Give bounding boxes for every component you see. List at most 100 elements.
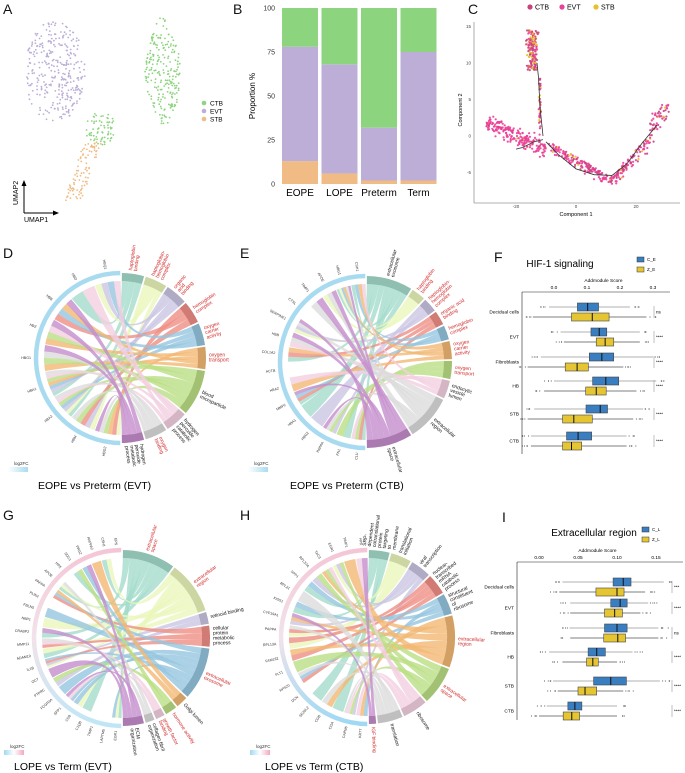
term-label-line: of: [451, 601, 458, 608]
umap-point: [154, 43, 157, 46]
umap-point: [148, 93, 151, 96]
gene-label: TIMP1: [87, 725, 94, 736]
significance-label: ns: [656, 310, 662, 315]
cell-point-ctb: [666, 107, 669, 110]
term-band: [419, 299, 435, 316]
cell-point-evt: [494, 135, 497, 138]
term-label: endocyticvesiclelumen: [448, 383, 474, 405]
umap-point: [65, 82, 68, 85]
umap-point: [34, 42, 37, 45]
umap-point: [78, 193, 80, 196]
umap-point: [83, 75, 86, 77]
cell-point-evt: [539, 116, 542, 119]
box-outlier: [521, 418, 523, 420]
box-outlier: [664, 680, 666, 682]
chord-ribbon: [362, 286, 391, 440]
cell-point-evt: [550, 149, 553, 152]
umap-point: [167, 87, 170, 89]
umap-point: [53, 33, 56, 36]
significance-label: ****: [656, 335, 663, 340]
cell-point-evt: [615, 182, 618, 185]
umap-point: [97, 142, 99, 145]
gene-label: MMP2: [276, 403, 287, 411]
bar-eope-stb: [282, 161, 318, 184]
box-outlier: [527, 435, 529, 437]
cell-point-evt: [525, 145, 529, 148]
box-xtick: 0.1: [584, 285, 591, 291]
umap-point: [89, 132, 91, 135]
gene-label: APOE: [43, 569, 54, 579]
box-outlier: [526, 408, 528, 410]
chord-ribbon: [48, 660, 128, 718]
gene-label: RPL13A: [263, 642, 277, 647]
box-z_l: [604, 608, 623, 618]
gene-label: HBA2: [269, 386, 279, 393]
chord-ribbon: [363, 602, 441, 716]
umap-point: [144, 70, 147, 73]
umap-point: [150, 37, 153, 39]
umap-point: [171, 78, 174, 81]
panel-b: B 0 25 50 75 100 EOPE LOPE Preterm Term Proporti…: [233, 1, 437, 199]
umap-point: [100, 138, 103, 141]
cell-point-ctb: [619, 178, 622, 181]
term-label: IGF binding: [369, 727, 376, 753]
umap-point: [65, 61, 68, 64]
box-title: HIF-1 signaling: [526, 259, 593, 270]
umap-point: [93, 142, 96, 145]
umap-point: [45, 55, 48, 58]
box-outlier: [565, 602, 567, 604]
box-outlier: [524, 366, 526, 368]
umap-point: [162, 93, 165, 96]
chord-ribbon: [351, 375, 443, 440]
legend-label-c_e: C_E: [647, 257, 656, 262]
gene-label: CLU: [354, 452, 359, 460]
chord-ribbon: [48, 356, 199, 387]
box-outlier: [645, 331, 647, 333]
umap-point: [68, 184, 71, 187]
cell-point-stb: [574, 155, 577, 158]
term-band: [162, 701, 177, 715]
umap-point: [172, 75, 174, 78]
cell-point-evt: [645, 142, 648, 145]
term-label-line: acid: [177, 283, 188, 294]
box-outlier: [629, 366, 631, 368]
chord-ribbon: [336, 563, 420, 605]
umap-point: [53, 43, 55, 46]
box-outlier: [637, 306, 639, 308]
umap-point: [31, 43, 34, 46]
umap-point: [66, 98, 69, 101]
cell-point-ctb: [534, 63, 537, 66]
gene-label: RPL21: [279, 581, 290, 590]
cell-point-ctb: [585, 162, 588, 165]
term-band-shade: [201, 625, 210, 647]
cell-point-evt: [500, 126, 503, 129]
cell-point-evt: [522, 144, 525, 147]
umap-point: [172, 39, 175, 42]
term-label: extracellularregion: [193, 565, 222, 590]
umap-point: [51, 104, 54, 107]
umap-point: [28, 47, 31, 50]
umap-point: [146, 90, 149, 93]
cell-point-evt: [581, 160, 584, 163]
umap-point: [67, 192, 70, 194]
umap-point: [60, 90, 63, 93]
cell-point-evt: [632, 160, 635, 163]
cell-point-evt: [525, 134, 528, 138]
umap-point: [173, 50, 176, 53]
umap-point: [162, 96, 164, 98]
umap-point: [80, 172, 83, 175]
box-category-label: Decidual cells: [484, 585, 514, 591]
cell-point-stb: [569, 153, 572, 156]
chord-ribbon: [323, 397, 379, 440]
box-outlier: [644, 341, 646, 343]
chord-ribbon: [293, 558, 379, 619]
box-outlier: [660, 637, 662, 639]
term-label-line: space: [385, 447, 395, 462]
umap-point: [169, 107, 172, 109]
umap-point: [75, 196, 78, 198]
cell-point-ctb: [657, 123, 660, 127]
gene-label: KISS1: [273, 596, 284, 604]
umap-point: [167, 55, 170, 58]
umap-point: [42, 113, 45, 115]
term-band: [122, 715, 144, 726]
